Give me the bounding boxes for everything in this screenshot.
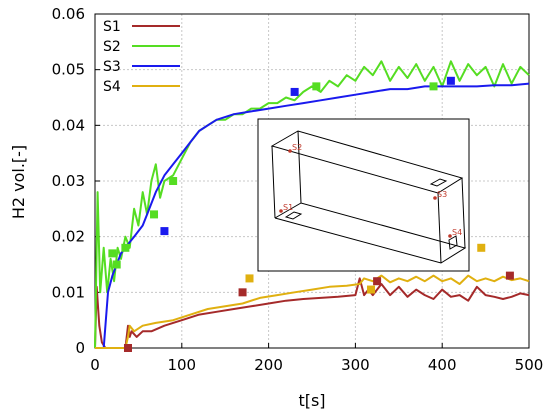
- y-tick-label: 0.03: [52, 172, 85, 190]
- inset-label-s3: S3: [437, 190, 447, 199]
- ticks: 0 100 200 300 400 500 0 0.01 0.02 0.03 0.04 0.05 0.0…: [52, 5, 544, 374]
- x-tick-label: 100: [167, 356, 196, 374]
- x-tick-label: 300: [341, 356, 370, 374]
- inset-sensor-dot: [448, 234, 452, 238]
- marker-s1: [123, 344, 132, 352]
- inset-sensor-dot: [279, 209, 283, 213]
- x-axis-label: t[s]: [298, 391, 325, 410]
- marker-s4: [367, 285, 376, 294]
- inset-sensor-labels: S1 S2 S3 S4: [279, 143, 462, 238]
- geometry-inset: S1 S2 S3 S4: [257, 118, 470, 272]
- y-tick-label: 0.05: [52, 61, 85, 79]
- x-tick-label: 400: [428, 356, 457, 374]
- box-drawing: [270, 130, 467, 264]
- marker-s3: [446, 76, 455, 85]
- series-markers: [108, 76, 514, 352]
- x-tick-label: 200: [254, 356, 283, 374]
- marker-s1: [505, 271, 514, 280]
- marker-s4: [245, 274, 254, 283]
- x-tick-label: 0: [90, 356, 100, 374]
- inset-frame: [257, 118, 470, 272]
- marker-s2: [108, 249, 117, 258]
- legend-label-s4: S4: [103, 79, 121, 95]
- series-lines: [94, 60, 530, 349]
- marker-s2: [429, 82, 438, 91]
- series-line-s4: [95, 274, 530, 349]
- marker-s2: [112, 260, 121, 269]
- marker-s1: [238, 288, 247, 297]
- marker-s2: [121, 243, 130, 252]
- marker-s3: [160, 227, 169, 236]
- inset-label-s4: S4: [452, 228, 462, 237]
- series-line-s1: [94, 277, 530, 349]
- y-tick-label: 0.01: [52, 283, 85, 301]
- legend-label-s1: S1: [103, 19, 121, 35]
- y-tick-label: 0: [75, 339, 85, 357]
- legend: S1 S2 S3 S4: [103, 19, 180, 95]
- legend-label-s2: S2: [103, 39, 121, 55]
- y-tick-label: 0.02: [52, 228, 85, 246]
- x-tick-label: 500: [515, 356, 544, 374]
- inset-sensor-dot: [288, 149, 292, 153]
- marker-s2: [312, 82, 321, 91]
- y-tick-label: 0.06: [52, 5, 85, 23]
- marker-s1: [373, 277, 382, 286]
- marker-s4: [477, 243, 486, 252]
- marker-s2: [169, 177, 178, 185]
- y-tick-label: 0.04: [52, 116, 85, 134]
- inset-sensor-dot: [433, 196, 437, 200]
- legend-label-s3: S3: [103, 59, 121, 75]
- y-axis-label: H2 vol.[-]: [9, 145, 28, 219]
- marker-s2: [150, 210, 159, 219]
- inset-label-s1: S1: [283, 203, 293, 212]
- inset-label-s2: S2: [292, 143, 302, 152]
- marker-s3: [290, 87, 299, 96]
